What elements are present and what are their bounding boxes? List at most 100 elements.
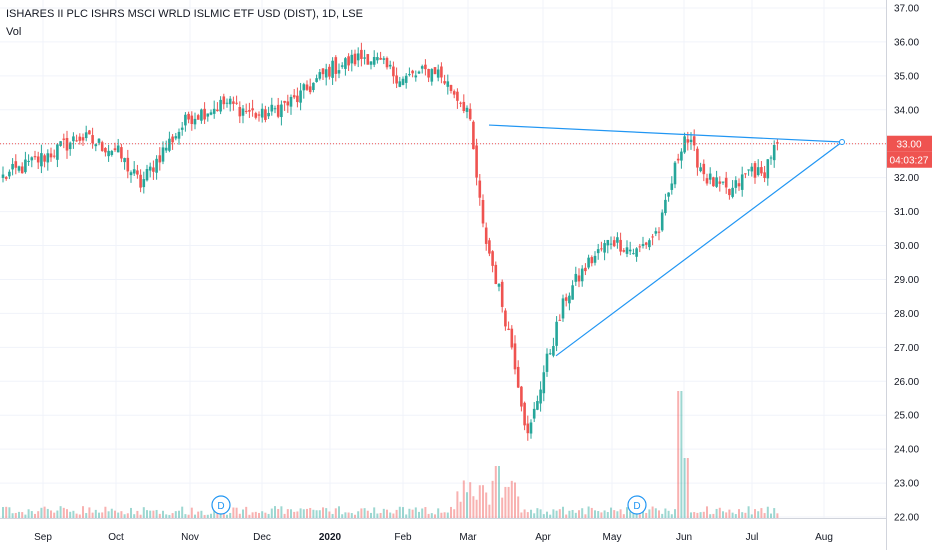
candle-body bbox=[760, 167, 763, 174]
volume-bar bbox=[443, 512, 446, 518]
countdown-tag bbox=[887, 151, 932, 168]
volume-bar bbox=[139, 514, 142, 518]
candle-body bbox=[200, 109, 203, 121]
volume-bar bbox=[728, 509, 731, 518]
candle-body bbox=[376, 57, 379, 61]
candle-body bbox=[644, 242, 648, 245]
volume-bar bbox=[18, 511, 20, 518]
volume-bar bbox=[50, 510, 52, 518]
volume-bar bbox=[203, 514, 206, 518]
volume-bar bbox=[2, 507, 4, 518]
volume-bar bbox=[760, 508, 763, 518]
resistance-trendline[interactable] bbox=[488, 124, 843, 143]
volume-bar bbox=[539, 509, 542, 518]
volume-bar bbox=[485, 492, 488, 518]
x-tick-label: 2020 bbox=[319, 532, 342, 543]
candle-body bbox=[331, 60, 334, 78]
volume-bar bbox=[520, 512, 523, 518]
volume-bar bbox=[162, 510, 164, 518]
volume-bar bbox=[702, 511, 705, 518]
volume-bar bbox=[482, 485, 484, 518]
volume-bar bbox=[469, 482, 472, 518]
candle-body bbox=[190, 115, 194, 125]
candle-body bbox=[123, 158, 126, 163]
candle-body bbox=[702, 163, 706, 175]
candle-body bbox=[577, 275, 581, 282]
volume-bar bbox=[130, 507, 132, 518]
candle-body bbox=[296, 95, 299, 103]
volume-bar bbox=[498, 466, 500, 518]
candle-body bbox=[264, 109, 267, 120]
volume-bar bbox=[434, 514, 436, 518]
volume-bar bbox=[686, 458, 689, 518]
candle-body bbox=[622, 250, 626, 252]
volume-bar bbox=[440, 512, 443, 518]
volume-bar bbox=[274, 506, 276, 518]
candle-body bbox=[392, 66, 395, 77]
volume-bar bbox=[200, 510, 203, 518]
volume-bar bbox=[251, 512, 254, 518]
dividend-marker-icon[interactable] bbox=[211, 495, 231, 515]
x-tick-label: Oct bbox=[108, 532, 124, 543]
volume-bar bbox=[27, 509, 30, 518]
volume-bar bbox=[40, 507, 43, 518]
volume-bar bbox=[693, 512, 696, 518]
x-tick-label: Apr bbox=[535, 532, 551, 543]
candle-body bbox=[664, 199, 667, 214]
candle-body bbox=[132, 169, 136, 174]
candle-body bbox=[740, 174, 744, 190]
dividend-marker-icon[interactable] bbox=[627, 495, 647, 515]
volume-bar bbox=[155, 509, 158, 518]
candle-body bbox=[104, 148, 107, 153]
candle-body bbox=[715, 177, 718, 187]
volume-bar bbox=[536, 508, 539, 518]
candle-body bbox=[232, 101, 235, 104]
y-tick-label: 25.00 bbox=[894, 411, 919, 422]
candle-body bbox=[228, 98, 232, 105]
candle-body bbox=[209, 112, 213, 115]
support-trendline[interactable] bbox=[555, 141, 843, 357]
candle-body bbox=[43, 155, 46, 162]
volume-bar bbox=[78, 514, 81, 518]
candle-body bbox=[292, 95, 296, 98]
volume-bar bbox=[72, 510, 75, 518]
volume-bar bbox=[549, 514, 552, 518]
candle-body bbox=[395, 75, 398, 84]
candle-body bbox=[97, 138, 101, 143]
volume-bar bbox=[466, 492, 468, 518]
volume-bar bbox=[542, 514, 545, 518]
volume-bar bbox=[616, 511, 619, 518]
candle-body bbox=[603, 243, 606, 253]
volume-bar bbox=[715, 508, 718, 518]
volume-bar bbox=[315, 510, 318, 518]
volume-bar bbox=[408, 508, 411, 518]
candle-body bbox=[75, 140, 78, 142]
candle-body bbox=[676, 158, 680, 161]
candle-body bbox=[686, 139, 690, 143]
y-tick-label: 32.00 bbox=[894, 173, 919, 184]
volume-bar bbox=[770, 513, 772, 518]
volume-bar bbox=[565, 514, 568, 518]
candle-body bbox=[606, 239, 610, 246]
trendline-anchor[interactable] bbox=[839, 139, 845, 146]
candle-body bbox=[491, 251, 494, 266]
volume-bar bbox=[357, 511, 360, 518]
volume-bar bbox=[533, 513, 536, 518]
volume-bar bbox=[123, 514, 126, 518]
candle-body bbox=[158, 155, 162, 163]
candle-body bbox=[523, 402, 526, 426]
candle-body bbox=[440, 66, 443, 78]
candle-body bbox=[571, 285, 574, 300]
volume-bar bbox=[302, 509, 305, 518]
volume-bar bbox=[402, 507, 404, 518]
volume-bar bbox=[366, 510, 369, 518]
volume-bar bbox=[88, 507, 91, 518]
candle-body bbox=[110, 151, 114, 155]
candle-body bbox=[241, 108, 245, 116]
x-tick-label: May bbox=[603, 532, 622, 543]
volume-bar bbox=[354, 514, 356, 518]
candle-body bbox=[328, 66, 331, 77]
volume-bar bbox=[392, 513, 395, 518]
